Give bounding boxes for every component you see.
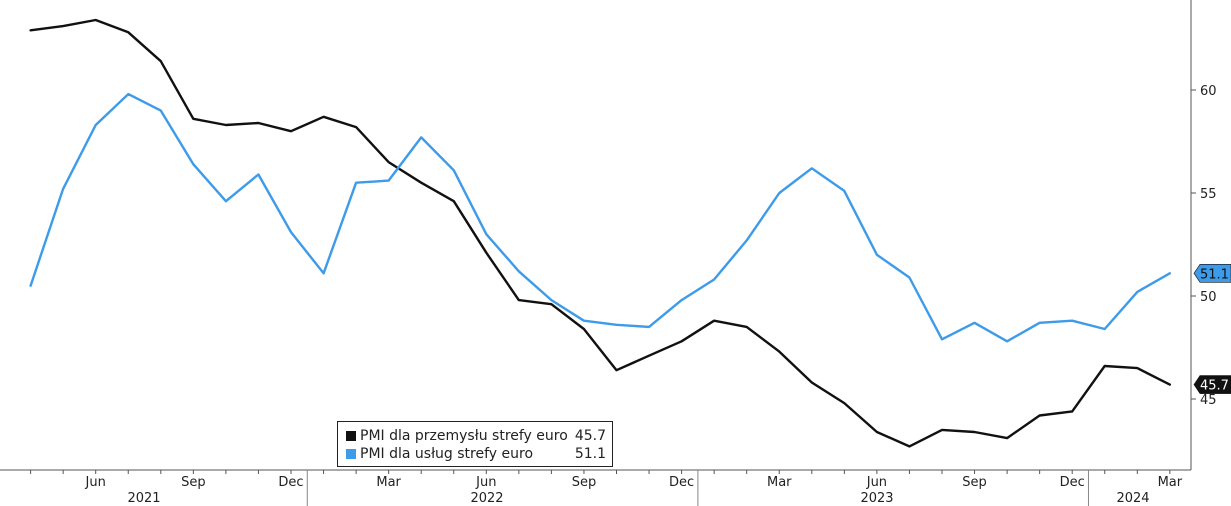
end-tag-label-services: 51.1 <box>1200 267 1229 282</box>
x-tick-label: Sep <box>572 475 597 490</box>
legend-item-services: PMI dla usług strefy euro 51.1 <box>346 445 606 463</box>
x-year-label: 2021 <box>127 491 160 506</box>
y-tick-label: 45 <box>1200 393 1217 408</box>
end-tag-manufacturing <box>1193 375 1231 394</box>
x-tick-label: Dec <box>669 475 694 490</box>
legend-label-services: PMI dla usług strefy euro <box>360 446 534 462</box>
legend-label-manufacturing: PMI dla przemysłu strefy euro <box>360 428 568 444</box>
y-tick-label: 60 <box>1200 84 1217 99</box>
x-tick-label: Jun <box>475 475 496 490</box>
legend-swatch-services <box>346 449 356 459</box>
x-tick-label: Jun <box>866 475 887 490</box>
x-year-label: 2023 <box>860 491 893 506</box>
x-tick-label: Dec <box>278 475 303 490</box>
x-year-label: 2022 <box>470 491 503 506</box>
x-tick-label: Mar <box>767 475 792 490</box>
y-tick-label: 50 <box>1200 290 1217 305</box>
end-tag-services <box>1193 264 1231 283</box>
x-year-label: 2024 <box>1116 491 1149 506</box>
x-tick-label: Dec <box>1060 475 1085 490</box>
x-tick-label: Jun <box>85 475 106 490</box>
chart-legend: PMI dla przemysłu strefy euro 45.7 PMI d… <box>337 421 613 467</box>
x-tick-label: Mar <box>1158 475 1183 490</box>
legend-swatch-manufacturing <box>346 431 356 441</box>
legend-value-services: 51.1 <box>574 446 606 462</box>
y-tick-label: 55 <box>1200 187 1217 202</box>
series-line-services <box>29 92 1172 343</box>
x-tick-label: Mar <box>376 475 401 490</box>
legend-item-manufacturing: PMI dla przemysłu strefy euro 45.7 <box>346 427 606 445</box>
series-lines <box>29 18 1172 448</box>
end-tag-label-manufacturing: 45.7 <box>1200 379 1229 394</box>
legend-value-manufacturing: 45.7 <box>574 428 606 444</box>
x-tick-label: Sep <box>181 475 206 490</box>
x-tick-label: Sep <box>962 475 987 490</box>
series-line-manufacturing <box>29 18 1172 448</box>
end-value-tags: 45.7 51.1 <box>1193 264 1231 394</box>
